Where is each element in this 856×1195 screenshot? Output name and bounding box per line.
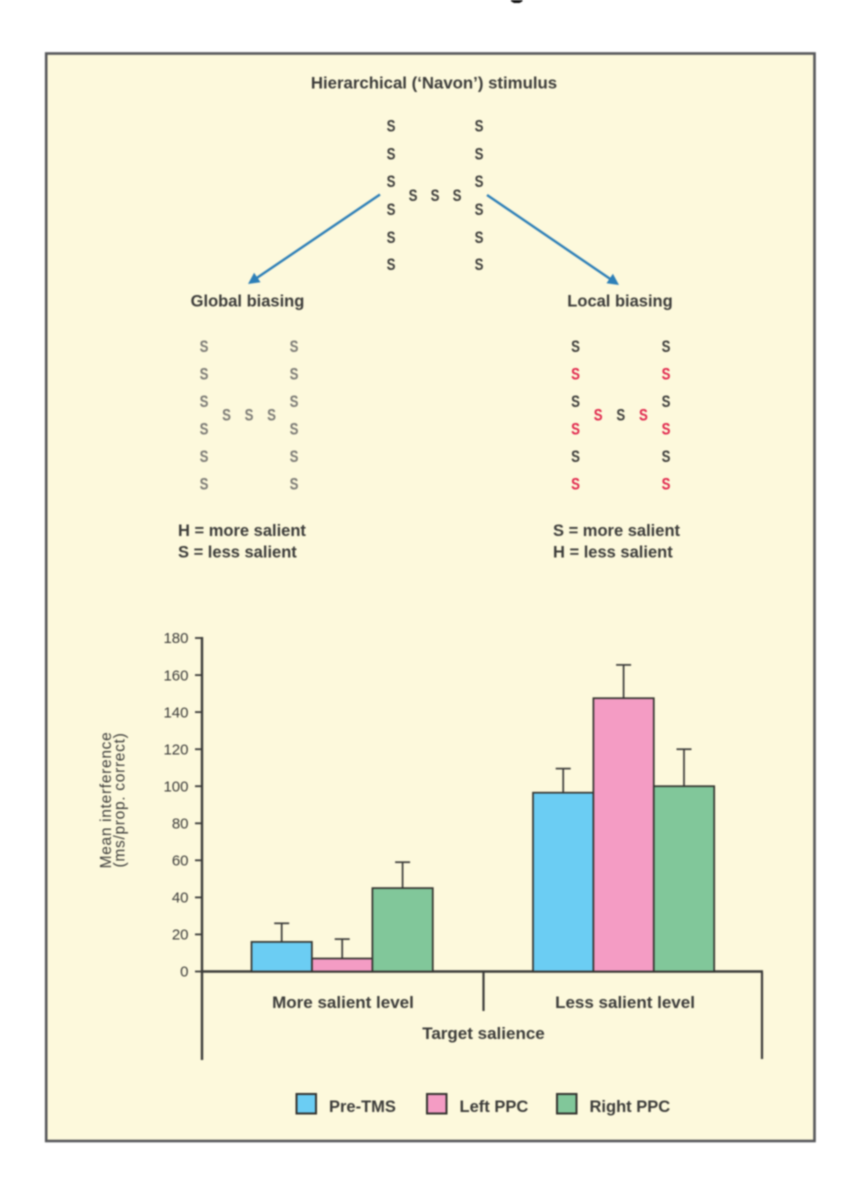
svg-text:180: 180	[163, 630, 188, 647]
svg-text:S: S	[571, 420, 580, 439]
svg-text:S = more salient: S = more salient	[553, 522, 681, 540]
svg-text:S: S	[475, 201, 484, 220]
svg-text:S: S	[290, 393, 299, 412]
svg-text:S: S	[571, 475, 580, 494]
svg-text:More salient level: More salient level	[272, 993, 414, 1012]
svg-text:S: S	[639, 406, 648, 425]
svg-text:S: S	[571, 448, 580, 467]
svg-text:S: S	[475, 145, 484, 164]
svg-text:S: S	[200, 448, 209, 467]
svg-text:S: S	[387, 173, 396, 192]
svg-text:S: S	[475, 256, 484, 275]
svg-text:S: S	[200, 365, 209, 384]
svg-text:Target salience: Target salience	[422, 1024, 545, 1043]
svg-text:S: S	[594, 406, 603, 425]
svg-text:S: S	[290, 365, 299, 384]
svg-text:Left PPC: Left PPC	[460, 1098, 529, 1116]
svg-text:S = less salient: S = less salient	[178, 544, 297, 562]
svg-text:Hierarchical (‘Navon’) stimulu: Hierarchical (‘Navon’) stimulus	[311, 74, 557, 93]
svg-text:S: S	[571, 393, 580, 412]
svg-text:S: S	[571, 365, 580, 384]
svg-text:S: S	[200, 420, 209, 439]
svg-text:S: S	[387, 229, 396, 248]
svg-text:S: S	[245, 406, 254, 425]
svg-text:20: 20	[172, 927, 189, 944]
svg-text:S: S	[475, 117, 484, 136]
svg-text:Mean interference: Mean interference	[98, 732, 115, 869]
svg-text:S: S	[662, 365, 671, 384]
svg-text:S: S	[267, 406, 276, 425]
svg-text:S: S	[387, 256, 396, 275]
svg-text:S: S	[662, 475, 671, 494]
svg-text:S: S	[662, 420, 671, 439]
svg-text:S: S	[290, 475, 299, 494]
svg-text:40: 40	[172, 890, 189, 907]
svg-text:S: S	[387, 117, 396, 136]
svg-text:S: S	[290, 420, 299, 439]
svg-text:S: S	[409, 187, 418, 206]
svg-text:S: S	[222, 406, 231, 425]
svg-text:H = more salient: H = more salient	[178, 522, 306, 540]
svg-text:160: 160	[163, 667, 188, 684]
svg-text:S: S	[571, 338, 580, 357]
svg-text:60: 60	[172, 853, 189, 870]
svg-text:Local biasing: Local biasing	[567, 293, 672, 311]
svg-text:S: S	[290, 338, 299, 357]
svg-text:(ms/prop. correct): (ms/prop. correct)	[112, 733, 129, 868]
svg-text:S: S	[453, 187, 462, 206]
svg-text:80: 80	[172, 816, 189, 833]
svg-text:0: 0	[180, 964, 188, 981]
svg-text:140: 140	[163, 704, 188, 721]
svg-text:S: S	[662, 393, 671, 412]
svg-text:Right PPC: Right PPC	[590, 1098, 671, 1116]
svg-text:S: S	[475, 229, 484, 248]
svg-text:Pre-TMS: Pre-TMS	[329, 1098, 396, 1116]
svg-text:Global biasing: Global biasing	[191, 293, 305, 311]
svg-text:S: S	[616, 406, 625, 425]
svg-text:H = less salient: H = less salient	[553, 544, 673, 562]
svg-text:S: S	[290, 448, 299, 467]
svg-text:S: S	[475, 173, 484, 192]
svg-text:S: S	[200, 338, 209, 357]
svg-text:S: S	[200, 393, 209, 412]
svg-text:S: S	[662, 338, 671, 357]
svg-text:100: 100	[163, 778, 188, 795]
svg-text:S: S	[200, 475, 209, 494]
svg-text:S: S	[431, 187, 440, 206]
svg-text:S: S	[662, 448, 671, 467]
svg-text:Less salient level: Less salient level	[555, 993, 695, 1012]
svg-text:S: S	[387, 201, 396, 220]
svg-text:S: S	[387, 145, 396, 164]
svg-text:120: 120	[163, 741, 188, 758]
